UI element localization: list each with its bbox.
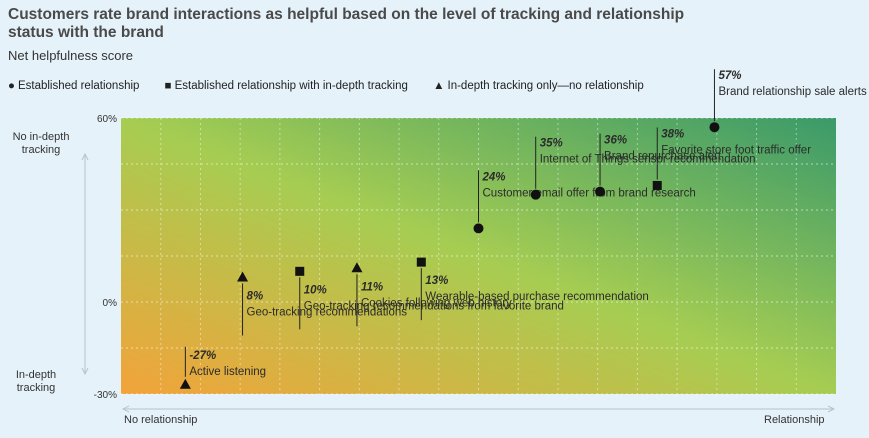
point-value-label: 10% — [304, 284, 327, 296]
data-point: -27% Active listening — [179, 346, 266, 389]
legend: ● Established relationship ■ Established r… — [8, 80, 666, 92]
point-circle — [473, 223, 484, 234]
axes — [81, 152, 836, 413]
legend-label: In-depth tracking only—no relationship — [447, 80, 644, 92]
legend-label: Established relationship with in-depth t… — [174, 80, 408, 92]
y-tick-label: 0% — [103, 298, 118, 309]
circle-icon: ● — [8, 80, 15, 92]
point-value-label: 36% — [604, 135, 627, 147]
chart-subtitle: Net helpfulness score — [8, 48, 134, 63]
data-points: -27% Active listening 8% Geo-tracking recom… — [179, 69, 867, 389]
point-name-label: Geo-tracking recommendations from favori… — [304, 300, 564, 312]
point-name-label: Wearable-based purchase recommendation — [425, 291, 649, 303]
data-point: 11% Cookies following web history — [351, 262, 512, 327]
y-tick-label: -30% — [94, 390, 117, 401]
y-tick-label: 60% — [97, 114, 117, 125]
point-square — [295, 266, 305, 276]
y-ticks: 60% 0% -30% — [94, 114, 117, 401]
x-axis-right-label: Relationship — [764, 414, 825, 426]
data-point: 38% Favorite store foot traffic offer — [652, 127, 811, 190]
point-value-label: 35% — [540, 138, 563, 150]
point-value-label: 8% — [247, 290, 264, 302]
x-axis-arrow-left — [121, 405, 130, 413]
point-square — [416, 257, 426, 267]
legend-label: Established relationship — [17, 80, 140, 92]
x-axis-arrow-right — [827, 405, 836, 413]
point-circle — [709, 122, 720, 133]
point-circle — [595, 186, 606, 197]
point-triangle — [351, 262, 363, 273]
data-point: 8% Geo-tracking recommendations — [237, 271, 408, 336]
data-point: 10% Geo-tracking recommendations from fav… — [295, 266, 564, 330]
point-value-label: -27% — [189, 350, 216, 362]
legend-item-established-tracking: ■ Established relationship with in-depth … — [165, 80, 408, 92]
point-name-label: Geo-tracking recommendations — [247, 306, 408, 318]
data-point: 13% Wearable-based purchase recommendatio… — [416, 257, 649, 321]
point-name-label: Internet of Things sensor recommendation — [540, 154, 756, 166]
data-point: 57% Brand relationship sale alerts — [709, 69, 867, 133]
square-icon: ■ — [164, 80, 172, 92]
point-square — [652, 180, 662, 190]
gridlines — [121, 117, 836, 395]
data-point: 35% Internet of Things sensor recommendat… — [530, 136, 756, 200]
point-name-label: Cookies following web history — [361, 297, 512, 309]
point-name-label: Customer email offer from brand research — [483, 187, 696, 199]
point-value-label: 13% — [425, 275, 448, 287]
legend-item-established: ● Established relationship — [8, 80, 139, 92]
chart-title: Customers rate brand interactions as hel… — [8, 6, 685, 41]
y-axis-arrow-up — [81, 152, 89, 161]
point-name-label: Brand relationship sale alerts — [718, 86, 867, 98]
point-value-label: 57% — [718, 70, 741, 82]
x-axis-left-label: No relationship — [124, 414, 198, 426]
point-triangle — [237, 271, 249, 282]
point-value-label: 24% — [482, 171, 506, 183]
y-axis-bottom-label: In-depth tracking — [15, 369, 57, 394]
point-circle — [530, 189, 541, 200]
triangle-icon: ▲ — [433, 80, 445, 92]
y-axis-arrow-down — [81, 367, 89, 376]
point-name-label: Active listening — [189, 366, 266, 378]
point-value-label: 11% — [361, 281, 383, 293]
point-name-label: Brand repurchase alert — [604, 151, 722, 163]
point-triangle — [179, 378, 191, 389]
legend-item-tracking-only: ▲ In-depth tracking only—no relationship — [433, 80, 644, 92]
point-value-label: 38% — [661, 128, 684, 140]
y-axis-top-label: No in-depth tracking — [12, 131, 70, 156]
point-name-label: Favorite store foot traffic offer — [661, 144, 811, 156]
data-point: 36% Brand repurchase alert — [595, 133, 722, 197]
